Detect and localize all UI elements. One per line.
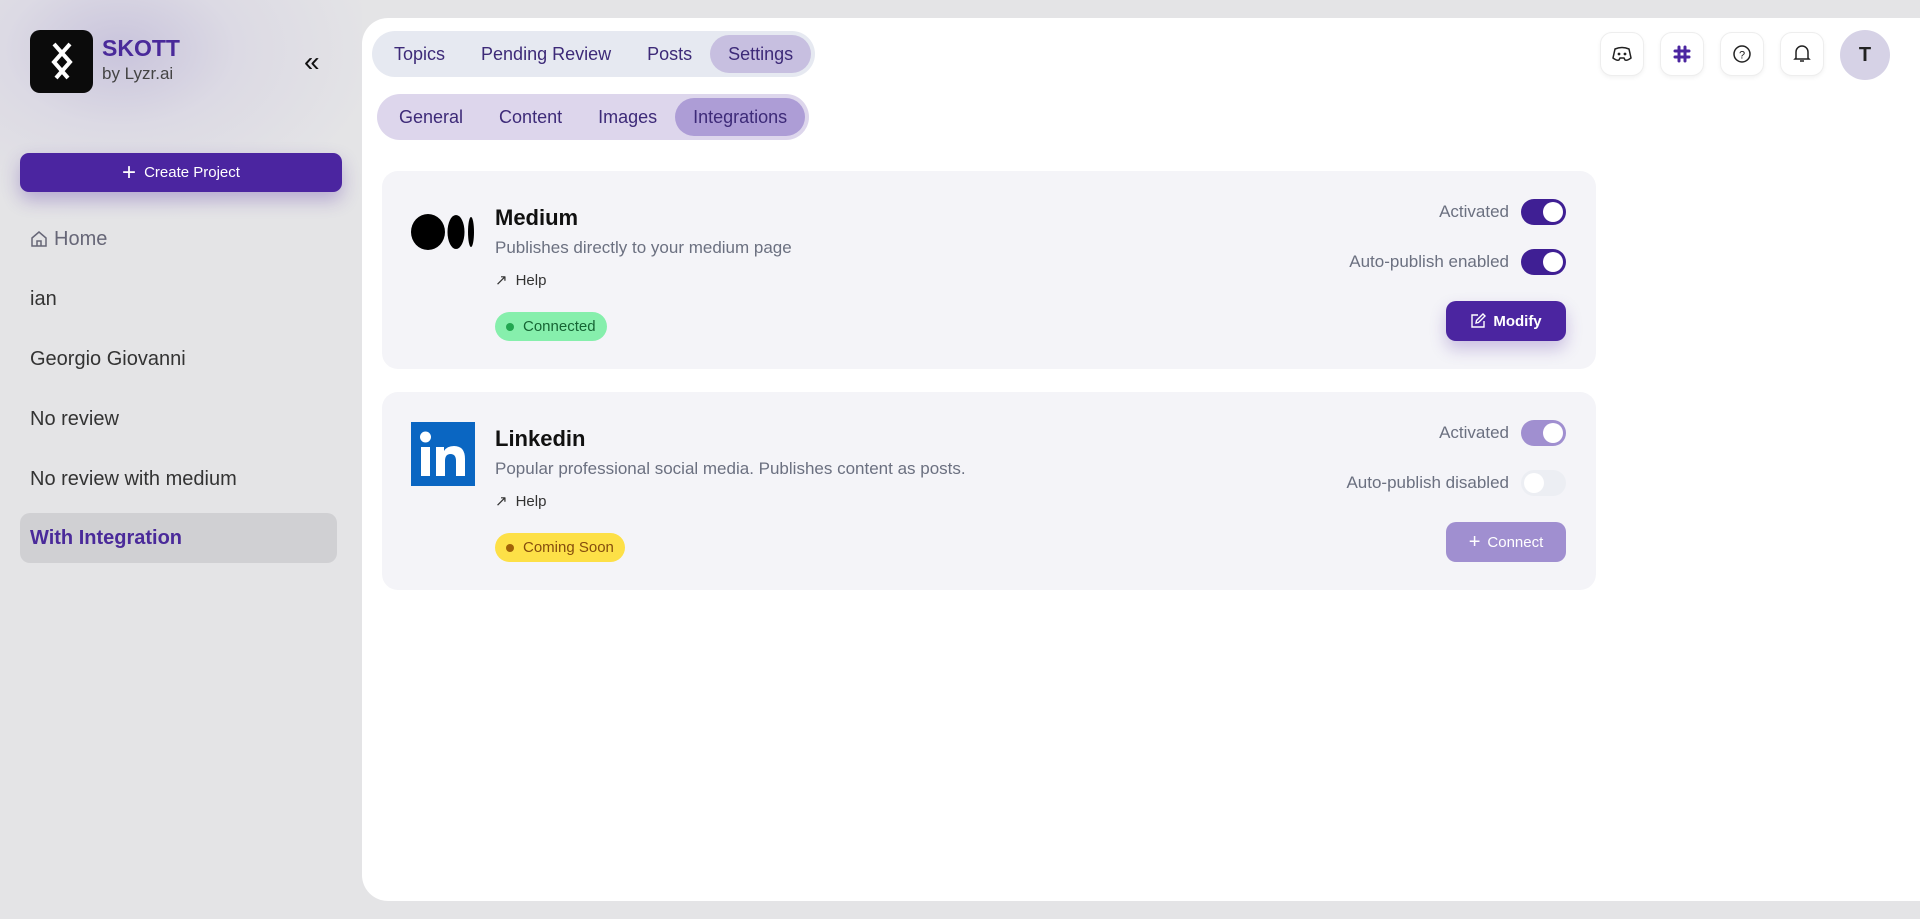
sidebar: SKOTT by Lyzr.ai « + Create Project Home i… xyxy=(0,0,362,919)
connect-label: Connect xyxy=(1487,533,1544,551)
tab-images[interactable]: Images xyxy=(598,106,658,127)
activated-toggle[interactable] xyxy=(1521,420,1566,446)
tab-topics[interactable]: Topics xyxy=(394,43,446,64)
autopublish-label: Auto-publish enabled xyxy=(1349,252,1509,271)
app-subtitle: by Lyzr.ai xyxy=(102,64,174,83)
activated-toggle[interactable] xyxy=(1521,199,1566,225)
svg-text:?: ? xyxy=(1739,50,1745,62)
sidebar-item-home[interactable]: Home xyxy=(20,214,337,264)
status-badge: Coming Soon xyxy=(495,533,625,562)
app-logo xyxy=(30,30,93,93)
sidebar-item-label: Georgio Giovanni xyxy=(30,347,186,370)
connect-button[interactable]: + Connect xyxy=(1446,522,1566,562)
avatar[interactable]: T xyxy=(1840,30,1890,80)
home-icon xyxy=(31,231,47,247)
modify-label: Modify xyxy=(1493,312,1542,330)
sidebar-item-no-review-with-medium[interactable]: No review with medium xyxy=(20,454,337,504)
collapse-sidebar-icon[interactable]: « xyxy=(304,46,320,77)
autopublish-toggle[interactable] xyxy=(1521,470,1566,496)
sidebar-item-with-integration[interactable]: With Integration xyxy=(20,513,337,563)
bell-icon xyxy=(1793,45,1811,62)
edit-icon xyxy=(1471,313,1487,328)
slack-icon xyxy=(1673,45,1691,63)
integration-card-linkedin: Linkedin Popular professional social med… xyxy=(382,392,1596,590)
slack-button[interactable] xyxy=(1660,32,1704,76)
sidebar-item-label: ian xyxy=(30,287,57,310)
integration-card-medium: Medium Publishes directly to your medium… xyxy=(382,171,1596,369)
notifications-button[interactable] xyxy=(1780,32,1824,76)
status-badge: Connected xyxy=(495,312,607,341)
app-name: SKOTT xyxy=(102,35,180,61)
plus-icon: + xyxy=(122,158,137,186)
help-label: Help xyxy=(515,492,547,510)
arrow-up-right-icon: ↗ xyxy=(495,272,508,289)
plus-icon: + xyxy=(1468,530,1481,553)
sidebar-item-label: Home xyxy=(54,227,108,250)
help-button[interactable]: ? xyxy=(1720,32,1764,76)
main-panel: Topics Pending Review Posts Settings Gen… xyxy=(362,18,1920,901)
integration-description: Popular professional social media. Publi… xyxy=(495,459,966,478)
sidebar-item-label: With Integration xyxy=(30,526,183,549)
integration-name: Linkedin xyxy=(495,426,586,451)
status-dot xyxy=(506,543,514,552)
linkedin-logo xyxy=(411,422,475,486)
status-dot xyxy=(506,322,514,331)
discord-button[interactable] xyxy=(1600,32,1644,76)
sidebar-item-label: No review with medium xyxy=(30,467,237,490)
settings-tabs: General Content Images Integrations xyxy=(377,94,810,140)
tab-posts[interactable]: Posts xyxy=(647,43,693,64)
integration-name: Medium xyxy=(495,205,579,230)
sidebar-item-ian[interactable]: ian xyxy=(20,274,337,324)
discord-icon xyxy=(1612,46,1632,61)
arrow-up-right-icon: ↗ xyxy=(495,493,508,510)
tab-general[interactable]: General xyxy=(399,106,464,127)
help-link[interactable]: ↗ Help xyxy=(495,492,547,511)
create-project-label: Create Project xyxy=(144,164,240,181)
status-label: Coming Soon xyxy=(523,539,614,556)
tab-content[interactable]: Content xyxy=(499,106,563,127)
status-label: Connected xyxy=(523,318,596,335)
medium-logo xyxy=(411,214,474,250)
modify-button[interactable]: Modify xyxy=(1446,301,1566,341)
sidebar-item-georgio-giovanni[interactable]: Georgio Giovanni xyxy=(20,334,337,384)
sidebar-item-label: No review xyxy=(30,407,119,430)
autopublish-label: Auto-publish disabled xyxy=(1346,473,1509,492)
create-project-button[interactable]: + Create Project xyxy=(20,153,342,192)
main-tabs: Topics Pending Review Posts Settings xyxy=(372,31,816,77)
activated-label: Activated xyxy=(1439,202,1509,221)
tab-pending-review[interactable]: Pending Review xyxy=(481,43,612,64)
help-label: Help xyxy=(515,271,547,289)
help-link[interactable]: ↗ Help xyxy=(495,271,547,290)
activated-label: Activated xyxy=(1439,423,1509,442)
sidebar-item-no-review[interactable]: No review xyxy=(20,394,337,444)
integration-description: Publishes directly to your medium page xyxy=(495,238,792,257)
help-icon: ? xyxy=(1733,45,1751,63)
tab-integrations[interactable]: Integrations xyxy=(675,98,806,136)
autopublish-toggle[interactable] xyxy=(1521,249,1566,275)
tab-settings[interactable]: Settings xyxy=(710,35,812,73)
